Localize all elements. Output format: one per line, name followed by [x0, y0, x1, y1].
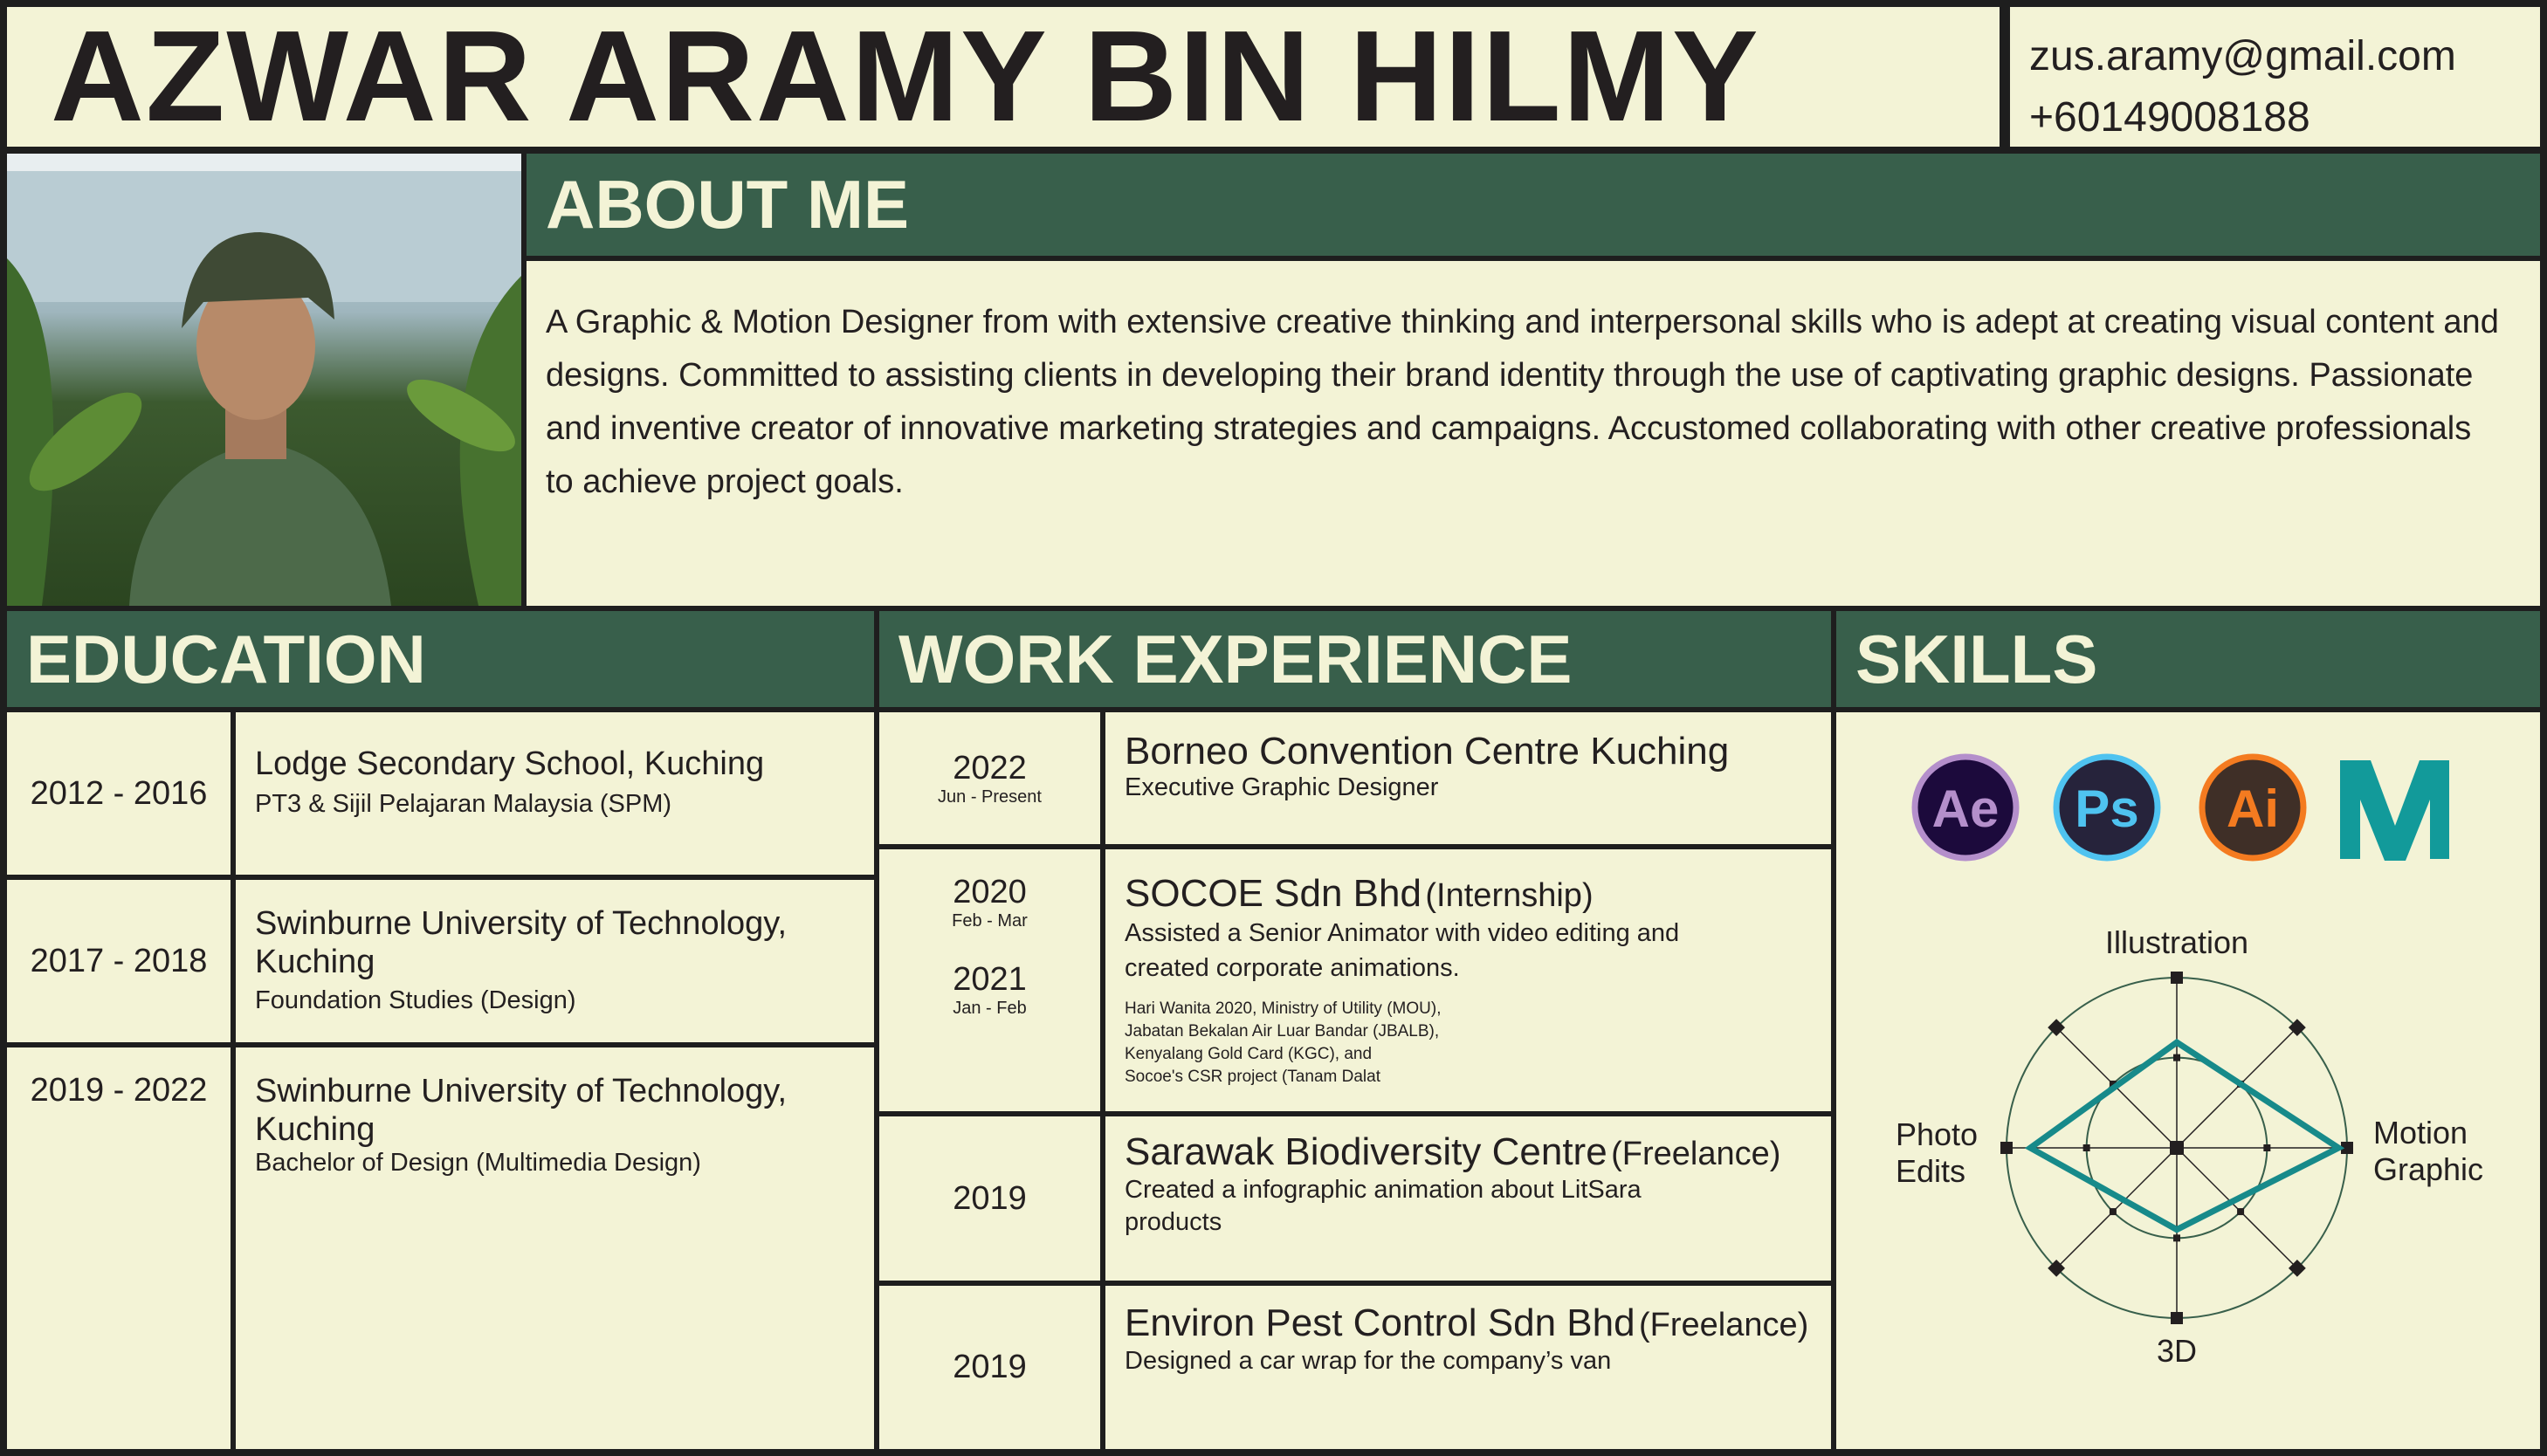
radar-inner-marker — [2173, 1234, 2180, 1242]
skills-panel: Ae Ps Ai Illustration Motion Graphic 3D Photo Ed… — [1836, 712, 2540, 1449]
company-name: Environ Pest Control Sdn Bhd — [1125, 1301, 1635, 1344]
radar-inner-marker — [2237, 1208, 2245, 1216]
work-year: 2019 — [879, 1116, 1100, 1281]
radar-axis-marker — [2171, 1312, 2183, 1324]
education-item: Lodge Secondary School, Kuching PT3 & Si… — [236, 712, 874, 875]
photoshop-icon-label: Ps — [2075, 780, 2138, 838]
after-effects-icon-label: Ae — [1932, 780, 2000, 838]
job-description: Executive Graphic Designer — [1125, 773, 1439, 801]
radar-diamond-marker — [2288, 1259, 2306, 1277]
project-list: Hari Wanita 2020, Ministry of Utility (M… — [1125, 998, 1812, 1089]
contact-box: zus.aramy@gmail.com +60149008188 — [2010, 7, 2540, 147]
full-name: AZWAR ARAMY BIN HILMY — [7, 7, 2000, 147]
qualification: PT3 & Sijil Pelajaran Malaysia (SPM) — [255, 790, 672, 818]
photoshop-icon — [2053, 753, 2161, 862]
work-date: 2022 Jun - Present — [879, 712, 1100, 844]
job-type: (Internship) — [1425, 877, 1594, 914]
profile-photo — [7, 154, 521, 606]
radar-data-point — [2175, 1227, 2179, 1232]
school-name: Swinburne University of Technology, Kuch… — [255, 905, 788, 980]
illustrator-icon — [2199, 753, 2307, 862]
work-item: Sarawak Biodiversity Centre (Freelance) … — [1105, 1116, 1831, 1281]
job-description: Designed a car wrap for the company’s va… — [1125, 1347, 1612, 1375]
education-years: 2017 - 2018 — [7, 880, 231, 1042]
company-name: SOCOE Sdn Bhd — [1125, 872, 1422, 915]
work-date: 2020 Feb - Mar 2021 Jan - Feb — [879, 849, 1100, 1111]
radar-label-motion: Graphic — [2373, 1151, 2483, 1187]
radar-spoke — [2176, 1027, 2298, 1149]
job-type: (Freelance) — [1639, 1307, 1809, 1343]
qualification: Bachelor of Design (Multimedia Design) — [255, 1149, 701, 1177]
education-item: Swinburne University of Technology, Kuch… — [236, 1047, 874, 1449]
radar-axis-marker — [2341, 1142, 2353, 1154]
radar-label-motion: Motion — [2373, 1115, 2468, 1150]
education-item: Swinburne University of Technology, Kuch… — [236, 880, 874, 1042]
phone[interactable]: +60149008188 — [2029, 94, 2310, 141]
work-item: SOCOE Sdn Bhd (Internship) Assisted a Se… — [1105, 849, 1831, 1111]
radar-label-photo: Photo — [1896, 1116, 1978, 1152]
work-item: Environ Pest Control Sdn Bhd (Freelance)… — [1105, 1286, 1831, 1449]
radar-series-shape — [2024, 1038, 2345, 1233]
radar-inner-marker — [2109, 1208, 2117, 1216]
radar-inner-marker — [2173, 1054, 2180, 1061]
job-description: Created a infographic animation about Li… — [1125, 1176, 1642, 1236]
radar-data-point — [2337, 1146, 2341, 1150]
radar-axis-marker — [2171, 972, 2183, 984]
radar-axis-marker — [2000, 1142, 2013, 1154]
school-name: Swinburne University of Technology, Kuch… — [255, 1073, 788, 1148]
education-heading: EDUCATION — [7, 611, 874, 707]
project: Socoe's CSR project (Tanam Dalat — [1125, 1068, 1380, 1086]
email[interactable]: zus.aramy@gmail.com — [2029, 33, 2456, 79]
work-item: Borneo Convention Centre Kuching Executi… — [1105, 712, 1831, 844]
company-name: Sarawak Biodiversity Centre — [1125, 1130, 1607, 1173]
about-text: A Graphic & Motion Designer from with ex… — [527, 261, 2540, 606]
radar-data-point — [2028, 1146, 2033, 1150]
education-years: 2019 - 2022 — [7, 1047, 231, 1449]
work-period: Feb - Mar — [952, 911, 1028, 931]
skills-heading: SKILLS — [1836, 611, 2540, 707]
project: Kenyalang Gold Card (KGC), and — [1125, 1045, 1373, 1063]
qualification: Foundation Studies (Design) — [255, 986, 576, 1014]
school-name: Lodge Secondary School, Kuching — [255, 745, 765, 782]
radar-label-photo: Edits — [1896, 1153, 1965, 1189]
company-name: Borneo Convention Centre Kuching — [1125, 730, 1730, 773]
radar-label-illustration: Illustration — [2105, 924, 2248, 960]
education-years: 2012 - 2016 — [7, 712, 231, 875]
work-period: Jun - Present — [938, 786, 1042, 807]
radar-inner-marker — [2263, 1144, 2271, 1151]
work-period: Jan - Feb — [953, 999, 1027, 1018]
radar-data-point — [2175, 1040, 2179, 1045]
radar-inner-marker — [2082, 1144, 2090, 1151]
work-year: 2020 — [953, 874, 1027, 910]
radar-spoke — [2176, 1147, 2298, 1269]
work-heading: WORK EXPERIENCE — [879, 611, 1831, 707]
work-year: 2022 — [953, 749, 1027, 786]
radar-center — [2170, 1141, 2184, 1155]
about-heading: ABOUT ME — [527, 154, 2540, 256]
work-year: 2019 — [879, 1286, 1100, 1449]
project: Hari Wanita 2020, Ministry of Utility (M… — [1125, 999, 1442, 1018]
job-type: (Freelance) — [1611, 1136, 1781, 1172]
work-year: 2021 — [953, 961, 1027, 998]
after-effects-icon — [1911, 753, 2020, 862]
project: Jabatan Bekalan Air Luar Bandar (JBALB), — [1125, 1022, 1440, 1040]
radar-label-3d: 3D — [2157, 1333, 2197, 1369]
maya-icon — [2340, 760, 2449, 861]
profile-photo-image — [7, 154, 521, 606]
illustrator-icon-label: Ai — [2227, 780, 2279, 838]
radar-inner-marker — [2109, 1080, 2117, 1088]
job-description: Assisted a Senior Animator with video ed… — [1125, 919, 1680, 982]
radar-spoke — [2055, 1147, 2178, 1269]
